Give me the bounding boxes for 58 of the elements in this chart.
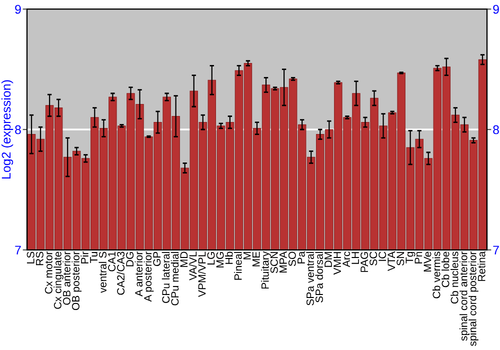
x-tick-label: GP: [153, 252, 161, 266]
x-tick-label: CA2/CA3: [116, 252, 125, 295]
y2-tick-label: 8: [493, 125, 499, 134]
x-tick-label: Pineal: [234, 252, 242, 280]
x-tick-label: Cb nucleus: [450, 252, 458, 304]
x-tick-label: MPA: [280, 251, 287, 273]
x-tick-label: Pa: [298, 251, 305, 264]
x-tick-label: SPa dorsal: [315, 252, 323, 302]
x-tick-label: A posterior: [144, 251, 154, 302]
x-tick-label: DM: [324, 252, 332, 267]
x-tick-label: VMH: [334, 252, 341, 275]
y-axis-title: Log2 (expression): [1, 80, 14, 178]
x-tick-label: SO: [288, 252, 296, 266]
y2-tick-label: 7: [493, 246, 499, 254]
x-tick-label: CPu lateral: [162, 252, 170, 303]
x-tick-label: spinal cord posterior: [468, 251, 478, 346]
x-tick-label: A anterior: [134, 251, 143, 296]
x-tick-label: SCN: [270, 252, 278, 274]
x-tick-label: VPM/VPL: [198, 252, 206, 297]
x-tick-label: ventral S: [98, 252, 106, 293]
y-tick-label: 9: [15, 4, 21, 14]
x-tick-label: CPu medial: [170, 252, 179, 306]
x-tick-label: MG: [216, 252, 224, 268]
x-tick-label: Pir: [80, 251, 88, 264]
x-tick-label: PAG: [360, 252, 368, 272]
x-tick-label: Cx motor: [44, 251, 52, 294]
x-tick-label: ME: [252, 252, 260, 266]
x-tick-label: CA1: [108, 252, 116, 272]
x-tick-label: SN: [396, 252, 404, 266]
x-tick-label: MD: [180, 252, 188, 267]
y-tick-label: 7: [15, 246, 21, 254]
x-tick-label: Cb vermis: [432, 252, 440, 298]
x-tick-label: Tu: [90, 252, 98, 263]
x-tick-label: Tg: [406, 252, 416, 264]
x-tick-label: Pn: [414, 252, 422, 264]
x-tick-label: RS: [36, 252, 44, 266]
x-tick-label: VTA: [388, 251, 396, 271]
x-tick-label: LG: [207, 252, 215, 265]
y-tick-label: 8: [15, 125, 21, 134]
x-tick-label: Hb: [225, 252, 233, 264]
x-tick-label: IC: [378, 252, 386, 261]
x-tick-label: OB posterior: [72, 251, 82, 310]
x-tick-label: SC: [370, 252, 378, 266]
x-tick-label: Pituitary: [261, 251, 271, 289]
x-tick-label: LH: [352, 252, 359, 264]
x-tick-label: Arc: [342, 252, 350, 268]
x-tick-label: VA/VL: [188, 252, 197, 280]
x-tick-label: M: [243, 252, 251, 260]
x-tick-label: SPa ventral: [306, 252, 314, 306]
x-tick-label: MVe: [424, 252, 432, 272]
x-tick-label: Retina: [478, 251, 486, 281]
x-tick-label: OB anterior: [62, 251, 70, 305]
x-tick-label: DG: [126, 252, 134, 266]
x-tick-label: LS: [26, 252, 34, 264]
x-tick-label: Cb lobe: [441, 252, 450, 288]
x-tick-label: spinal cord anterior: [460, 251, 470, 341]
x-tick-label: Cx cingulate: [54, 252, 64, 309]
y2-tick-label: 9: [493, 4, 499, 14]
